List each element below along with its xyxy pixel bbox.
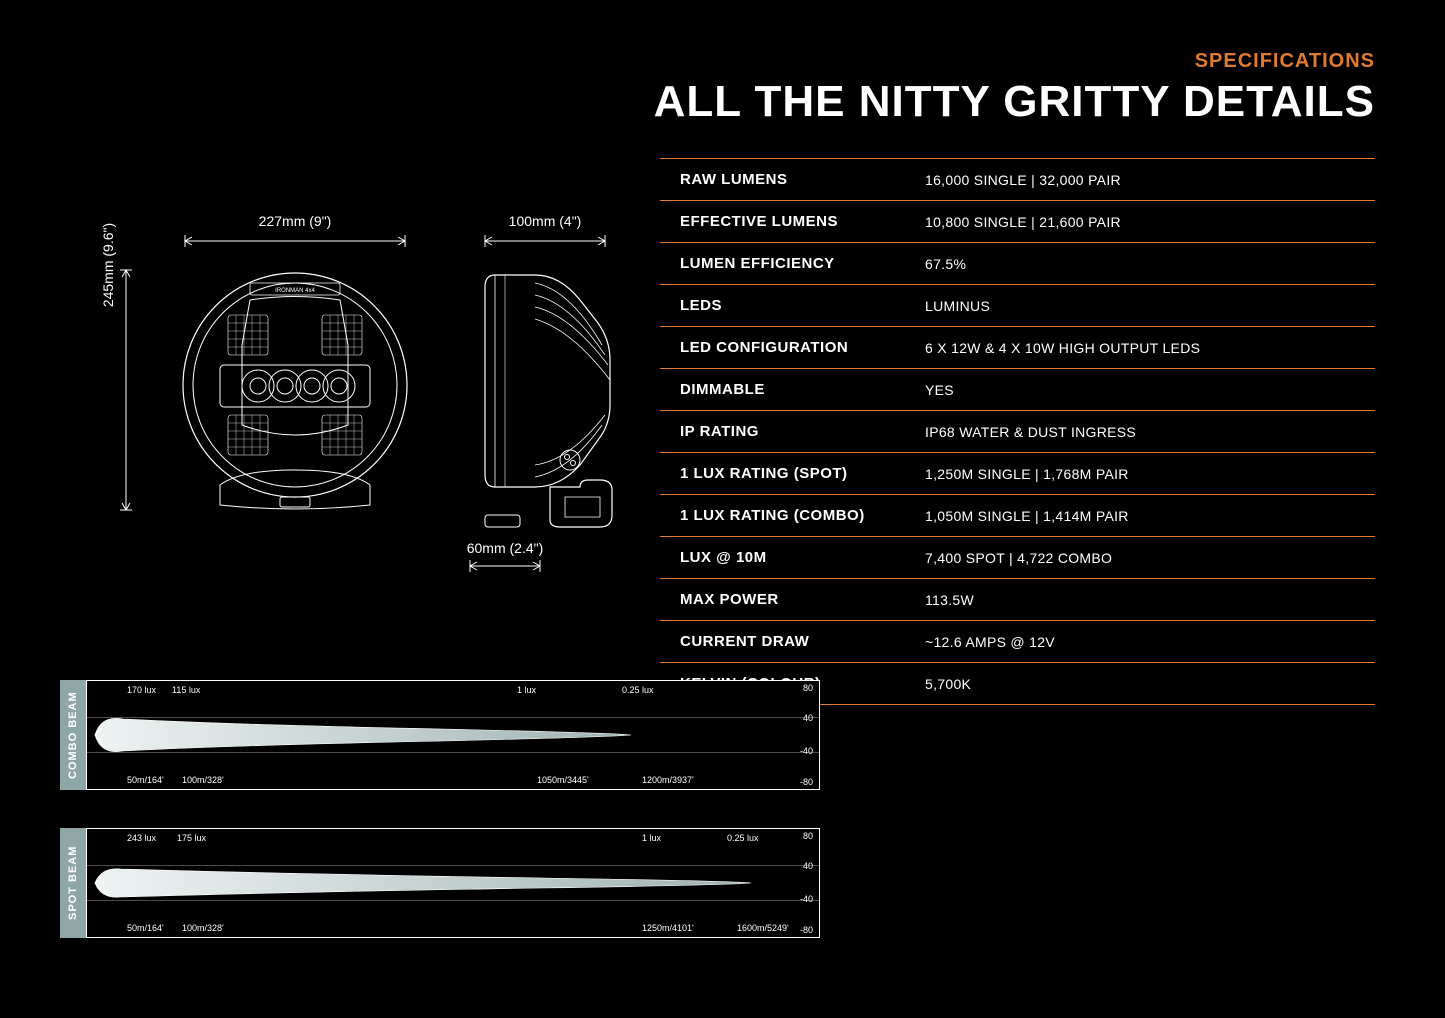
beam-axis-label: 100m/328' (182, 775, 224, 785)
beam-axis-label: 1050m/3445' (537, 775, 589, 785)
spec-value: 67.5% (925, 256, 966, 272)
spot-beam-tab: SPOT BEAM (60, 828, 86, 938)
beam-axis-label: 0.25 lux (727, 833, 759, 843)
spot-beam-shape (93, 863, 753, 903)
spec-row: LUMEN EFFICIENCY67.5% (660, 242, 1375, 284)
spec-row: LUX @ 10M7,400 SPOT | 4,722 COMBO (660, 536, 1375, 578)
spec-value: 16,000 SINGLE | 32,000 PAIR (925, 172, 1121, 188)
spec-label: LUX @ 10M (680, 549, 925, 566)
y-80: 80 (803, 683, 813, 693)
beam-axis-label: 1 lux (517, 685, 536, 695)
dim-side-bottom-arrow (465, 560, 545, 572)
y-n80: -80 (800, 777, 813, 787)
spec-label: LED CONFIGURATION (680, 339, 925, 356)
front-view-drawing: IRONMAN 4x4 (180, 265, 410, 515)
spec-row: RAW LUMENS16,000 SINGLE | 32,000 PAIR (660, 158, 1375, 200)
spec-value: 5,700K (925, 676, 971, 692)
beam-axis-label: 115 lux (172, 685, 200, 695)
spec-value: 113.5W (925, 592, 974, 608)
combo-beam-body: 80 40 -40 -80 170 lux 115 lux 1 lux 0.25 lu… (86, 680, 820, 790)
combo-beam-card: COMBO BEAM 80 40 -40 -80 170 lux 115 lux 1… (60, 680, 820, 790)
spec-label: MAX POWER (680, 591, 925, 608)
y-40: 40 (803, 713, 813, 723)
spec-label: LEDS (680, 297, 925, 314)
spec-label: DIMMABLE (680, 381, 925, 398)
spec-row: LEDSLUMINUS (660, 284, 1375, 326)
spec-value: 7,400 SPOT | 4,722 COMBO (925, 550, 1112, 566)
y-n80: -80 (800, 925, 813, 935)
header: SPECIFICATIONS ALL THE NITTY GRITTY DETA… (654, 50, 1375, 127)
header-title: ALL THE NITTY GRITTY DETAILS (654, 77, 1375, 127)
spec-row: MAX POWER113.5W (660, 578, 1375, 620)
spec-value: LUMINUS (925, 298, 990, 314)
spec-value: 1,050M SINGLE | 1,414M PAIR (925, 508, 1129, 524)
spec-row: IP RATINGIP68 WATER & DUST INGRESS (660, 410, 1375, 452)
spec-table: RAW LUMENS16,000 SINGLE | 32,000 PAIREFF… (660, 158, 1375, 705)
dim-width-arrow (180, 235, 410, 247)
dim-side-top-arrow (480, 235, 610, 247)
dim-side-bottom: 60mm (2.4") (455, 540, 555, 556)
spec-label: 1 LUX RATING (COMBO) (680, 507, 925, 524)
spot-beam-card: SPOT BEAM 80 40 -40 -80 243 lux 175 lux 1 … (60, 828, 820, 938)
spec-value: YES (925, 382, 954, 398)
spot-beam-body: 80 40 -40 -80 243 lux 175 lux 1 lux 0.25 lu… (86, 828, 820, 938)
dim-width: 227mm (9") (180, 213, 410, 229)
beam-axis-label: 1600m/5249' (737, 923, 789, 933)
beam-axis-label: 100m/328' (182, 923, 224, 933)
spec-row: LED CONFIGURATION6 X 12W & 4 X 10W HIGH … (660, 326, 1375, 368)
spec-value: 6 X 12W & 4 X 10W HIGH OUTPUT LEDS (925, 340, 1200, 356)
spec-label: CURRENT DRAW (680, 633, 925, 650)
spec-row: DIMMABLEYES (660, 368, 1375, 410)
spec-row: EFFECTIVE LUMENS10,800 SINGLE | 21,600 P… (660, 200, 1375, 242)
combo-beam-tab: COMBO BEAM (60, 680, 86, 790)
side-view-drawing (480, 265, 620, 535)
beam-axis-label: 170 lux (127, 685, 156, 695)
spec-row: 1 LUX RATING (SPOT)1,250M SINGLE | 1,768… (660, 452, 1375, 494)
spec-label: 1 LUX RATING (SPOT) (680, 465, 925, 482)
spec-row: 1 LUX RATING (COMBO)1,050M SINGLE | 1,41… (660, 494, 1375, 536)
beam-axis-label: 1250m/4101' (642, 923, 694, 933)
y-80: 80 (803, 831, 813, 841)
y-n40: -40 (800, 746, 813, 756)
spec-value: IP68 WATER & DUST INGRESS (925, 424, 1136, 440)
spec-label: RAW LUMENS (680, 171, 925, 188)
beam-axis-label: 0.25 lux (622, 685, 654, 695)
spec-label: IP RATING (680, 423, 925, 440)
technical-drawings: 227mm (9") 245mm (9.6") 100mm (4") 60mm … (60, 195, 630, 615)
combo-beam-shape (93, 713, 633, 757)
spec-row: CURRENT DRAW~12.6 AMPS @ 12V (660, 620, 1375, 662)
beam-axis-label: 1200m/3937' (642, 775, 694, 785)
y-n40: -40 (800, 894, 813, 904)
spec-value: ~12.6 AMPS @ 12V (925, 634, 1055, 650)
dim-side-top: 100mm (4") (480, 213, 610, 229)
beam-axis-label: 175 lux (177, 833, 206, 843)
spec-value: 10,800 SINGLE | 21,600 PAIR (925, 214, 1121, 230)
y-40: 40 (803, 861, 813, 871)
beam-axis-label: 243 lux (127, 833, 156, 843)
spec-value: 1,250M SINGLE | 1,768M PAIR (925, 466, 1129, 482)
beam-axis-label: 50m/164' (127, 775, 164, 785)
dim-height: 245mm (9.6") (100, 140, 116, 390)
beam-axis-label: 1 lux (642, 833, 661, 843)
beam-axis-label: 50m/164' (127, 923, 164, 933)
spec-label: EFFECTIVE LUMENS (680, 213, 925, 230)
spec-label: LUMEN EFFICIENCY (680, 255, 925, 272)
header-label: SPECIFICATIONS (654, 50, 1375, 73)
dim-height-arrow (120, 265, 132, 515)
brand-text: IRONMAN 4x4 (275, 288, 315, 294)
